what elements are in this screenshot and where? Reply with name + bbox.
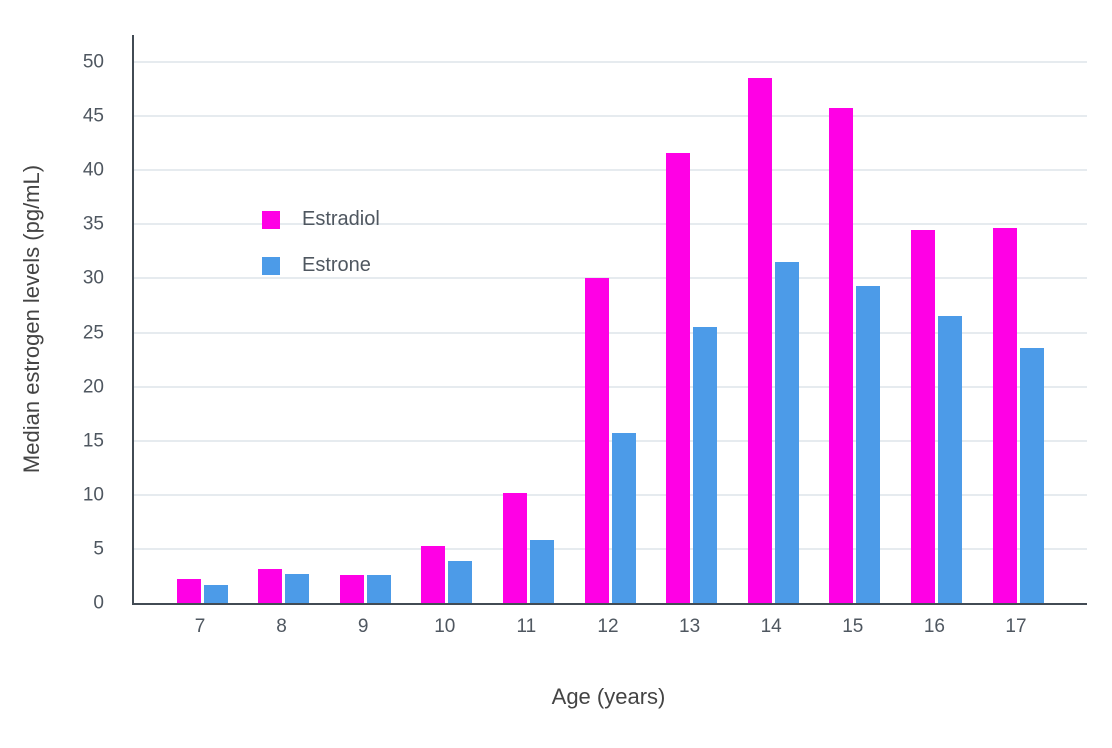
bar-estradiol-age-14[interactable] bbox=[747, 78, 772, 603]
x-tick-label: 11 bbox=[516, 616, 537, 637]
gridline bbox=[134, 331, 1087, 334]
gridline bbox=[134, 277, 1087, 280]
y-tick-label: 30 bbox=[82, 267, 104, 289]
bar-group-age-8 bbox=[258, 35, 310, 603]
y-tick-label: 40 bbox=[82, 159, 104, 181]
bar-estrone-age-14[interactable] bbox=[774, 262, 799, 603]
bar-estradiol-age-10[interactable] bbox=[421, 545, 446, 603]
bar-estrone-age-7[interactable] bbox=[203, 584, 228, 603]
x-tick-label: 15 bbox=[842, 616, 864, 637]
bar-group-age-10 bbox=[421, 35, 473, 603]
y-tick-label: 25 bbox=[82, 322, 104, 344]
y-tick-label: 45 bbox=[82, 105, 104, 127]
x-tick-label: 12 bbox=[597, 616, 619, 637]
gridline bbox=[134, 439, 1087, 442]
x-tick-label: 16 bbox=[923, 616, 945, 637]
x-axis-title: Age (years) bbox=[551, 684, 666, 709]
bar-group-age-15 bbox=[829, 35, 881, 603]
legend-label-estrone: Estrone bbox=[302, 254, 371, 276]
bar-estrone-age-10[interactable] bbox=[448, 560, 473, 603]
y-tick-label: 15 bbox=[82, 430, 104, 452]
bar-group-age-17 bbox=[992, 35, 1044, 603]
bar-estradiol-age-16[interactable] bbox=[910, 229, 935, 603]
y-tick-label: 10 bbox=[82, 484, 104, 506]
bar-estrone-age-8[interactable] bbox=[285, 573, 310, 603]
y-tick-label: 5 bbox=[93, 538, 104, 560]
bar-estradiol-age-15[interactable] bbox=[829, 107, 854, 603]
bar-group-age-12 bbox=[584, 35, 636, 603]
legend-label-estradiol: Estradiol bbox=[302, 208, 380, 230]
legend-item-estrone[interactable]: Estrone bbox=[262, 254, 380, 277]
bar-estrone-age-16[interactable] bbox=[937, 316, 962, 603]
bar-estradiol-age-7[interactable] bbox=[176, 579, 201, 603]
bar-estrone-age-9[interactable] bbox=[366, 574, 391, 603]
gridline bbox=[134, 547, 1087, 550]
bar-group-age-9 bbox=[339, 35, 391, 603]
gridline bbox=[134, 61, 1087, 64]
bar-estrone-age-13[interactable] bbox=[693, 327, 718, 603]
y-axis-tick-labels: 0 5 10 15 20 25 30 35 40 45 50 bbox=[0, 35, 118, 613]
bar-estrone-age-15[interactable] bbox=[856, 286, 881, 603]
bar-estrone-age-17[interactable] bbox=[1019, 347, 1044, 603]
x-axis-tick-labels: 7 8 9 10 11 12 13 14 15 16 17 bbox=[132, 616, 1085, 646]
bar-estradiol-age-12[interactable] bbox=[584, 278, 609, 603]
gridline bbox=[134, 169, 1087, 172]
bar-estradiol-age-13[interactable] bbox=[666, 152, 691, 603]
gridline bbox=[134, 223, 1087, 226]
x-tick-label: 13 bbox=[679, 616, 701, 637]
bar-estrone-age-11[interactable] bbox=[529, 540, 554, 603]
plot-area: Estradiol Estrone bbox=[132, 35, 1087, 605]
y-tick-label: 50 bbox=[82, 51, 104, 73]
legend: Estradiol Estrone bbox=[262, 208, 380, 277]
y-tick-label: 35 bbox=[82, 213, 104, 235]
bar-estradiol-age-8[interactable] bbox=[258, 569, 283, 603]
bar-group-age-14 bbox=[747, 35, 799, 603]
x-tick-label: 17 bbox=[1005, 616, 1027, 637]
gridline bbox=[134, 385, 1087, 388]
bar-estradiol-age-17[interactable] bbox=[992, 227, 1017, 603]
bar-estradiol-age-9[interactable] bbox=[339, 574, 364, 603]
gridline bbox=[134, 115, 1087, 118]
bar-group-age-7 bbox=[176, 35, 228, 603]
bar-group-age-13 bbox=[666, 35, 718, 603]
bar-estradiol-age-11[interactable] bbox=[502, 492, 527, 603]
y-tick-label: 0 bbox=[93, 592, 104, 614]
bar-estrone-age-12[interactable] bbox=[611, 433, 636, 603]
gridline bbox=[134, 493, 1087, 496]
legend-swatch-estradiol bbox=[262, 210, 280, 229]
x-tick-label: 14 bbox=[760, 616, 782, 637]
y-tick-label: 20 bbox=[82, 376, 104, 398]
legend-swatch-estrone bbox=[262, 256, 280, 275]
legend-item-estradiol[interactable]: Estradiol bbox=[262, 208, 380, 231]
x-tick-label: 7 bbox=[194, 616, 206, 637]
x-tick-label: 9 bbox=[357, 616, 369, 637]
bar-group-age-11 bbox=[502, 35, 554, 603]
bar-group-age-16 bbox=[910, 35, 962, 603]
x-tick-label: 10 bbox=[434, 616, 456, 637]
x-tick-label: 8 bbox=[276, 616, 287, 637]
